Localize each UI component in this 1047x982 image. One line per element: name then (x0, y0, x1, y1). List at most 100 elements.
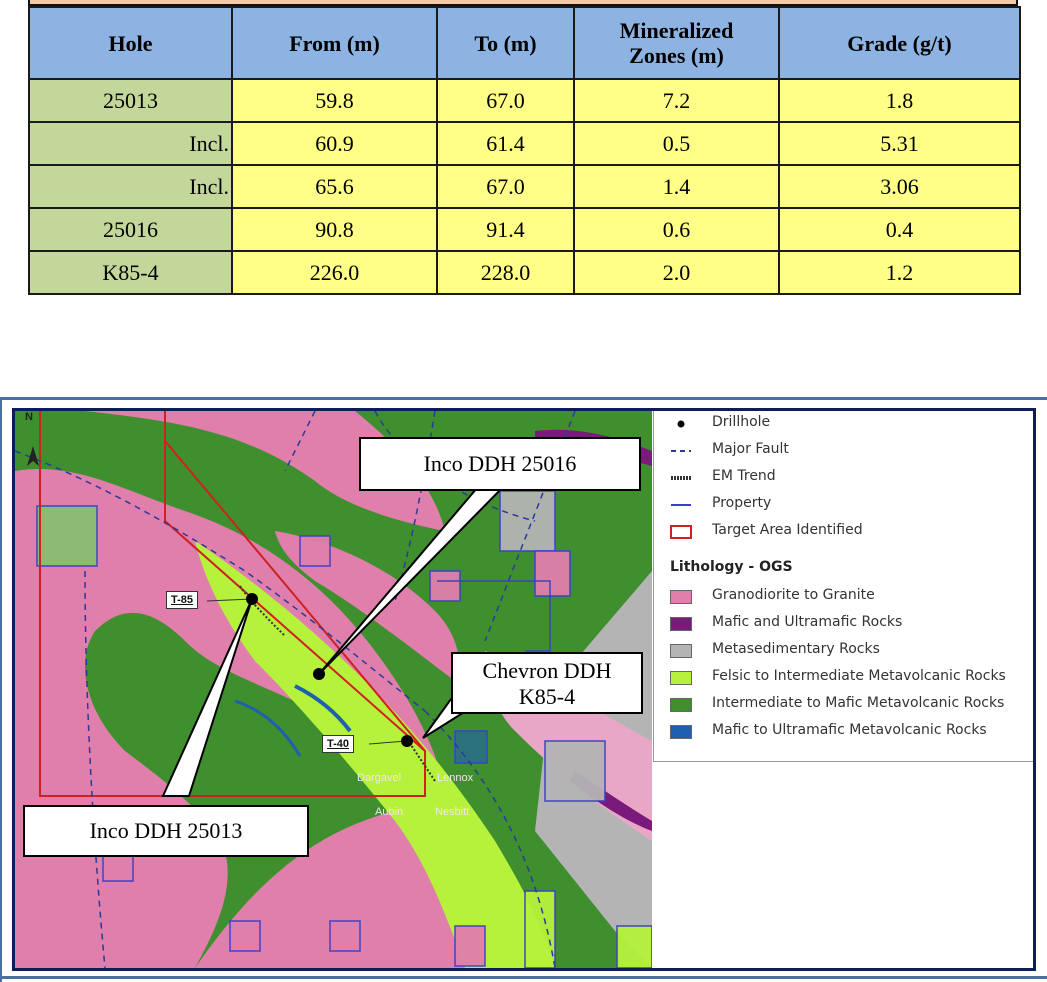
callout-inco-25016: Inco DDH 25016 (359, 437, 641, 491)
legend-label: Metasedimentary Rocks (712, 641, 880, 657)
ultramafic-vein (234, 699, 302, 757)
cell-from: 59.8 (231, 78, 438, 123)
cell-hole: 25013 (28, 78, 233, 123)
legend-item: Felsic to Intermediate Metavolcanic Rock… (654, 667, 1033, 689)
table-row: Incl. 65.6 67.0 1.4 3.06 (28, 164, 1021, 209)
legend-label: Target Area Identified (712, 522, 863, 538)
header-to: To (m) (436, 6, 575, 80)
legend-label: EM Trend (712, 468, 776, 484)
cell-to: 67.0 (436, 164, 575, 209)
major-faults (15, 411, 576, 968)
legend-label: Intermediate to Mafic Metavolcanic Rocks (712, 695, 1005, 711)
header-mineralized-line2: Zones (m) (629, 43, 724, 68)
map-figure: N Inco DDH 25016 Inco DDH 25013 Chevron … (0, 397, 1047, 982)
pointer-25013 (161, 598, 253, 797)
target-area-outline (39, 411, 426, 797)
header-mineralized-zones: Mineralized Zones (m) (573, 6, 780, 80)
cell-zone: 1.4 (573, 164, 780, 209)
ultramafic-vein (294, 684, 352, 733)
legend-item: Mafic and Ultramafic Rocks (654, 613, 1033, 635)
trench-label-t85: T-85 (166, 591, 199, 609)
cell-hole: K85-4 (28, 250, 233, 295)
callout-inco-25013: Inco DDH 25013 (23, 805, 309, 857)
cell-grade: 1.8 (778, 78, 1021, 123)
drillhole-25013 (246, 593, 258, 605)
table-top-strip (28, 0, 1018, 6)
legend-item: Intermediate to Mafic Metavolcanic Rocks (654, 694, 1033, 716)
legend-item: EM Trend (654, 467, 1033, 489)
cell-to: 91.4 (436, 207, 575, 252)
metasedimentary-swatch-icon (670, 644, 692, 658)
table-row: 25016 90.8 91.4 0.6 0.4 (28, 207, 1021, 252)
legend-item: Target Area Identified (654, 521, 1033, 543)
dashed-line-icon (671, 450, 691, 452)
figure-bottom-border (0, 976, 1047, 979)
header-mineralized-line1: Mineralized (619, 18, 734, 43)
legend-lithology-title: Lithology - OGS (670, 559, 793, 575)
township-label: Aubin (375, 806, 404, 818)
cell-from: 65.6 (231, 164, 438, 209)
cell-hole: Incl. (28, 121, 233, 166)
header-from: From (m) (231, 6, 438, 80)
cell-grade: 3.06 (778, 164, 1021, 209)
assay-table-section: Hole From (m) To (m) Mineralized Zones (… (0, 0, 1047, 300)
granite-area-top (85, 411, 445, 531)
cell-from: 60.9 (231, 121, 438, 166)
cell-zone: 2.0 (573, 250, 780, 295)
granite-patch (275, 531, 459, 681)
legend-item: Granodiorite to Granite (654, 586, 1033, 608)
header-hole: Hole (28, 6, 233, 80)
legend-item: Drillhole (654, 413, 1033, 435)
property-line-icon (671, 504, 691, 506)
table-row: Incl. 60.9 61.4 0.5 5.31 (28, 121, 1021, 166)
figure-left-border (0, 397, 2, 982)
cell-to: 228.0 (436, 250, 575, 295)
cell-hole: Incl. (28, 164, 233, 209)
township-label: Dargavel (357, 772, 402, 784)
granite-area-bottom (195, 809, 485, 968)
felsic-band (195, 541, 555, 968)
mafic-swatch-icon (670, 617, 692, 631)
table-row: K85-4 226.0 228.0 2.0 1.2 (28, 250, 1021, 295)
drillhole-25016 (313, 668, 325, 680)
assay-table: Hole From (m) To (m) Mineralized Zones (… (28, 6, 1021, 295)
ultramafic-patch (455, 731, 487, 763)
legend-label: Drillhole (712, 414, 771, 430)
legend-label: Mafic and Ultramafic Rocks (712, 614, 903, 630)
cell-to: 67.0 (436, 78, 575, 123)
red-box-icon (670, 525, 692, 539)
north-arrow-icon (27, 446, 39, 466)
property-boxes (36, 490, 652, 968)
cell-grade: 5.31 (778, 121, 1021, 166)
drillhole-dot-icon (677, 420, 685, 428)
legend-item: Metasedimentary Rocks (654, 640, 1033, 662)
table-row: 25013 59.8 67.0 7.2 1.8 (28, 78, 1021, 123)
map-panel: N Inco DDH 25016 Inco DDH 25013 Chevron … (12, 408, 1036, 971)
table-header-row: Hole From (m) To (m) Mineralized Zones (… (28, 6, 1021, 80)
north-label: N (25, 411, 33, 423)
figure-top-border (0, 397, 1047, 400)
cell-hole: 25016 (28, 207, 233, 252)
drillhole-k85-4 (401, 735, 413, 747)
legend-item: Mafic to Ultramafic Metavolcanic Rocks (654, 721, 1033, 743)
township-label: Nesbitt (435, 806, 470, 818)
cell-from: 226.0 (231, 250, 438, 295)
target-area-edge (164, 440, 426, 752)
callout-chevron-k85-4: Chevron DDH K85-4 (451, 652, 643, 714)
granite-swatch-icon (670, 590, 692, 604)
legend-item: Major Fault (654, 440, 1033, 462)
callout-chevron-line2: K85-4 (518, 684, 576, 709)
header-grade: Grade (g/t) (778, 6, 1021, 80)
intermediate-mafic-swatch-icon (670, 698, 692, 712)
township-label: Lennox (437, 772, 474, 784)
legend-label: Granodiorite to Granite (712, 587, 875, 603)
trench-leader (368, 740, 408, 745)
map-legend: Drillhole Major Fault EM Trend Property … (653, 411, 1033, 762)
legend-label: Felsic to Intermediate Metavolcanic Rock… (712, 668, 1006, 684)
callout-chevron-line1: Chevron DDH (482, 658, 612, 683)
cell-to: 61.4 (436, 121, 575, 166)
cell-zone: 0.6 (573, 207, 780, 252)
legend-label: Property (712, 495, 772, 511)
ultramafic-swatch-icon (670, 725, 692, 739)
trench-leader (206, 598, 253, 602)
